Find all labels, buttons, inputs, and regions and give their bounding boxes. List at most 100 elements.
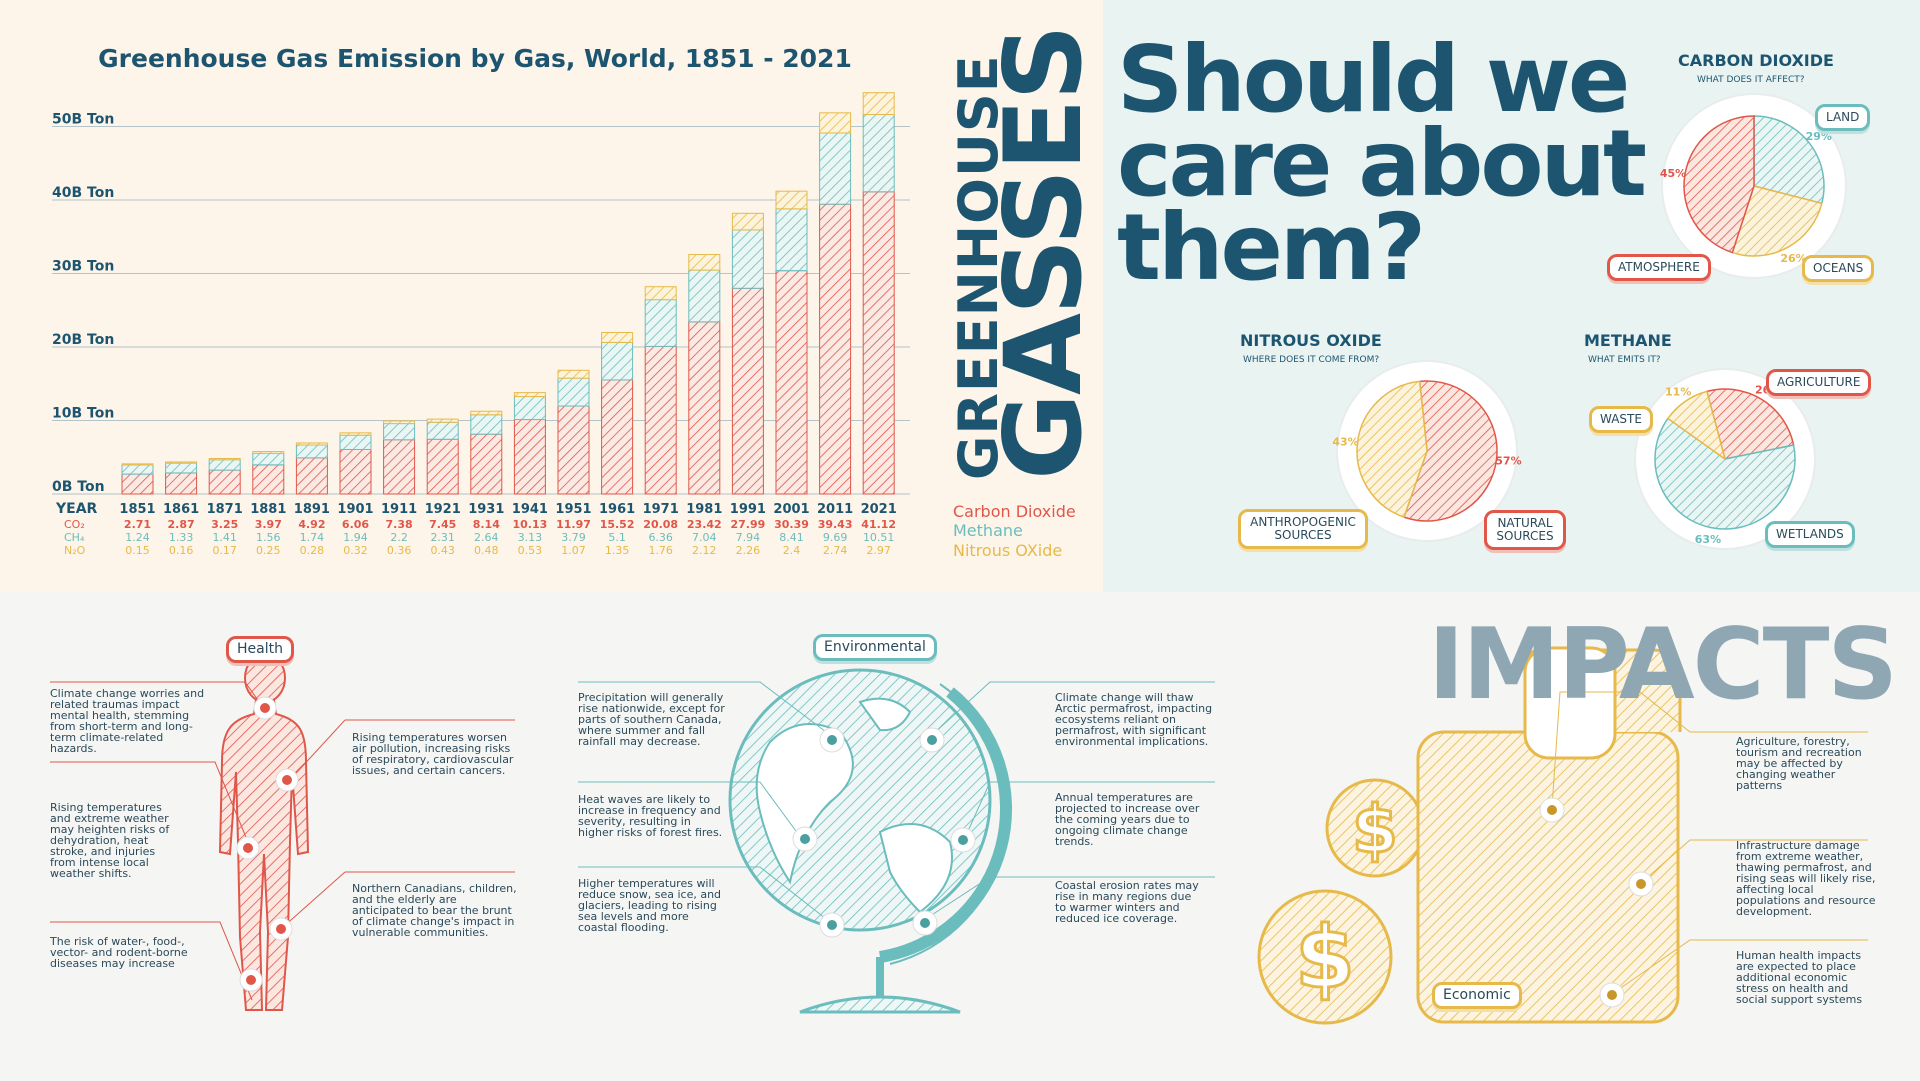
data-label-ch4: 5.1 bbox=[608, 531, 626, 544]
bar-co2 bbox=[339, 448, 372, 495]
bar-co2 bbox=[862, 191, 895, 495]
data-label-ch4: 7.94 bbox=[736, 531, 761, 544]
bar-n2o bbox=[731, 212, 764, 231]
legend-nitrous-oxide: Nitrous OXide bbox=[953, 541, 1063, 560]
data-label-co2: 6.06 bbox=[342, 518, 369, 531]
pie-pct-label: 11% bbox=[1665, 386, 1691, 399]
x-tick-label: 1951 bbox=[555, 502, 591, 517]
data-label-co2: 8.14 bbox=[473, 518, 500, 531]
x-tick-label: 1851 bbox=[119, 502, 155, 517]
x-tick-label: 2001 bbox=[773, 502, 809, 517]
environmental-tag: Environmental bbox=[813, 634, 937, 661]
data-label-co2: 20.08 bbox=[643, 518, 678, 531]
data-label-co2: 7.38 bbox=[386, 518, 413, 531]
data-label-n2o: 0.15 bbox=[125, 544, 150, 557]
n2o-subtitle: WHERE DOES IT COME FROM? bbox=[1243, 355, 1380, 365]
data-label-n2o: 1.35 bbox=[605, 544, 630, 557]
ch4-title: METHANE bbox=[1584, 331, 1672, 350]
bar-co2 bbox=[470, 433, 503, 495]
bar-ch4 bbox=[601, 341, 634, 381]
bar-ch4 bbox=[731, 229, 764, 289]
n2o-pie: 57% 43% bbox=[1332, 360, 1522, 542]
bar-co2 bbox=[601, 379, 634, 495]
bar-ch4 bbox=[426, 421, 459, 440]
bar-co2 bbox=[208, 469, 241, 495]
x-tick-label: 1891 bbox=[294, 502, 330, 517]
data-label-co2: 2.87 bbox=[168, 518, 195, 531]
bar-co2 bbox=[557, 405, 590, 495]
environment-markers bbox=[792, 727, 976, 938]
data-label-co2: 23.42 bbox=[687, 518, 722, 531]
chart-title: Greenhouse Gas Emission by Gas, World, 1… bbox=[98, 44, 852, 73]
bar-ch4 bbox=[470, 414, 503, 435]
data-label-n2o: 1.76 bbox=[648, 544, 673, 557]
chart-panel: Greenhouse Gas Emission by Gas, World, 1… bbox=[0, 0, 1103, 592]
side-title-gasses: GASSES bbox=[982, 26, 1090, 480]
pie-pct-label: 57% bbox=[1495, 454, 1521, 467]
data-label-ch4: 2.64 bbox=[474, 531, 499, 544]
n2o-anthropogenic-sources-tag: ANTHROPOGENIC SOURCES bbox=[1238, 509, 1368, 549]
pie-slice bbox=[1654, 417, 1796, 530]
data-label-ch4: 10.51 bbox=[863, 531, 895, 544]
data-label-n2o: 0.36 bbox=[387, 544, 412, 557]
data-label-ch4: 8.41 bbox=[779, 531, 804, 544]
x-tick-label: 1871 bbox=[207, 502, 243, 517]
data-label-n2o: 2.97 bbox=[866, 544, 891, 557]
data-label-ch4: 6.36 bbox=[648, 531, 673, 544]
ch4-waste-tag: WASTE bbox=[1589, 406, 1653, 433]
row-label-n2o: N₂O bbox=[64, 544, 86, 557]
data-label-n2o: 2.12 bbox=[692, 544, 717, 557]
econ-note-3: Human health impacts are expected to pla… bbox=[1736, 949, 1863, 1006]
bar-n2o bbox=[208, 457, 241, 461]
co2-subtitle: WHAT DOES IT AFFECT? bbox=[1697, 75, 1805, 85]
x-tick-label: 2011 bbox=[817, 502, 853, 517]
bar-ch4 bbox=[339, 434, 372, 450]
impacts-panel: $ $ Health Environmental Economic Climat… bbox=[0, 592, 1920, 1081]
co2-oceans-tag: OCEANS bbox=[1802, 255, 1875, 282]
bar-ch4 bbox=[165, 462, 198, 474]
bar-co2 bbox=[819, 203, 852, 495]
bar-ch4 bbox=[688, 269, 721, 323]
legend-carbon-dioxide: Carbon Dioxide bbox=[953, 502, 1076, 521]
data-label-n2o: 2.26 bbox=[736, 544, 761, 557]
bar-co2 bbox=[165, 472, 198, 495]
bar-co2 bbox=[513, 419, 546, 495]
y-tick-label: 40B Ton bbox=[52, 185, 114, 201]
co2-title: CARBON DIOXIDE bbox=[1678, 51, 1834, 70]
env-note-2: Heat waves are likely to increase in fre… bbox=[578, 793, 723, 839]
x-tick-label: 1911 bbox=[381, 502, 417, 517]
row-label-ch4: CH₄ bbox=[64, 531, 85, 544]
x-tick-label: 2021 bbox=[861, 502, 897, 517]
env-note-1: Precipitation will generally rise nation… bbox=[578, 691, 725, 748]
x-tick-label: 1931 bbox=[468, 502, 504, 517]
bar-co2 bbox=[252, 464, 285, 495]
pie-slice bbox=[1356, 380, 1428, 519]
bar-n2o bbox=[601, 332, 634, 343]
bar-n2o bbox=[775, 190, 808, 210]
env-note-5: Annual temperatures are projected to inc… bbox=[1055, 791, 1200, 848]
health-note-3: The risk of water-, food-, vector- and r… bbox=[50, 935, 188, 970]
data-label-ch4: 9.69 bbox=[823, 531, 848, 544]
x-tick-label: 1881 bbox=[250, 502, 286, 517]
data-label-co2: 3.25 bbox=[211, 518, 238, 531]
bar-co2 bbox=[426, 438, 459, 495]
co2-atmosphere-tag: ATMOSPHERE bbox=[1607, 254, 1711, 281]
y-tick-label: 0B Ton bbox=[52, 479, 105, 495]
n2o-natural-sources-tag: NATURAL SOURCES bbox=[1484, 510, 1566, 550]
bar-n2o bbox=[688, 254, 721, 271]
care-headline: Should we care about them? bbox=[1117, 34, 1647, 294]
data-label-n2o: 0.32 bbox=[343, 544, 368, 557]
data-label-co2: 10.13 bbox=[513, 518, 548, 531]
x-tick-label: 1961 bbox=[599, 502, 635, 517]
svg-text:$: $ bbox=[1352, 791, 1398, 868]
bar-n2o bbox=[426, 418, 459, 423]
health-note-4: Rising temperatures worsen air pollution… bbox=[352, 731, 514, 777]
bar-n2o bbox=[339, 432, 372, 436]
data-label-ch4: 2.2 bbox=[390, 531, 408, 544]
bar-co2 bbox=[731, 287, 764, 495]
legend-methane: Methane bbox=[953, 521, 1023, 540]
bar-co2 bbox=[775, 270, 808, 495]
data-label-co2: 15.52 bbox=[600, 518, 635, 531]
n2o-title: NITROUS OXIDE bbox=[1240, 331, 1382, 350]
bar-ch4 bbox=[644, 299, 677, 347]
